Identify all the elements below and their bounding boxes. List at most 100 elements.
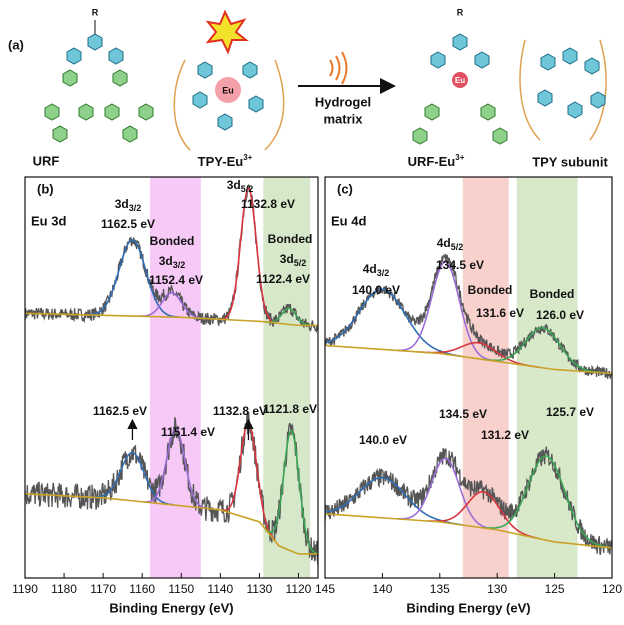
peak-label: 1152.4 eV [149,273,203,287]
ring [425,104,439,120]
peak-label: 125.7 eV [546,405,594,419]
ring [45,104,59,120]
ring [105,104,119,120]
ring [453,34,467,50]
x-axis-title: Binding Energy (eV) [406,600,530,615]
ring [568,102,582,118]
x-tick-label: 1160 [129,582,155,596]
eu-label: Eu [222,85,234,95]
scheme: (a) R URF Eu T [8,7,608,169]
arrow-label: Hydrogel [315,94,371,109]
x-tick-label: 145 [315,582,335,596]
x-tick-label: 120 [602,582,622,596]
ring [123,126,137,142]
annotation-text: 4d [363,262,377,276]
ring [139,104,153,120]
x-tick-label: 1150 [168,582,194,596]
peak-label: 1151.4 eV [161,425,215,439]
x-tick-label: 135 [430,582,450,596]
peak-label: 1132.8 eV [213,404,267,418]
highlight-band [463,177,509,578]
ring [109,48,123,64]
annotation-sub: 5/2 [241,184,254,194]
annotation-text: 4d [437,236,451,250]
annotation-sub: 3/2 [129,203,142,213]
annotation: 3d3/2 [115,197,142,213]
annotation: 4d3/2 [363,262,390,278]
annotation-sub: 5/2 [294,258,307,268]
x-tick-label: 130 [487,582,507,596]
caption-sup: 3+ [243,153,252,162]
ring [481,104,495,120]
annotation: Bonded [468,283,513,297]
tpy-eu-structure [174,12,283,150]
ring [67,48,81,64]
ring [88,34,102,50]
ring [475,52,489,68]
ring [218,114,232,130]
caption-sup: 3+ [455,153,464,162]
ring [249,96,263,112]
panel-label: (c) [337,181,353,196]
arrow-label: matrix [323,111,363,126]
caption: TPY subunit [532,154,608,169]
annotation: Bonded [268,232,313,246]
annotation: 4d5/2 [437,236,464,252]
highlight-band [517,177,578,578]
ring [53,126,67,142]
ring [493,128,507,144]
x-tick-label: 1140 [207,582,233,596]
x-axis-title: Binding Energy (eV) [109,600,233,615]
x-tick-label: 1180 [51,582,77,596]
peak-label: 1121.8 eV [263,402,317,416]
ring [113,70,127,86]
r-label: R [92,7,99,17]
ring [563,48,577,64]
peak-label: 131.6 eV [476,306,524,320]
annotation: Bonded [150,234,195,248]
ring [538,90,552,106]
caption-text: TPY-Eu [198,154,244,169]
ring [413,128,427,144]
annotation-text: 3d [227,178,241,192]
element-label: Eu 3d [31,213,66,228]
caption-text: URF-Eu [408,154,456,169]
annotation-sub: 5/2 [451,242,464,252]
peak-label: 131.2 eV [481,428,529,442]
tpy-subunit-structure [520,40,606,140]
x-tick-label: 125 [545,582,565,596]
x-tick-label: 1120 [286,582,312,596]
urf-structure [45,20,153,142]
annotation-text: 3d [280,252,294,266]
peak-label: 1122.4 eV [256,272,310,286]
ring [63,70,77,86]
hydrogel-chain [174,60,283,150]
panel-label: (a) [8,37,24,52]
annotation-sub: 3/2 [173,260,186,270]
ring [541,54,555,70]
caption: URF [33,153,60,168]
peak-label: 1162.5 eV [101,217,155,231]
peak-label: 134.5 eV [439,407,487,421]
r-label: R [457,7,464,17]
x-tick-label: 1130 [246,582,272,596]
peak-label: 126.0 eV [536,308,584,322]
annotation-text: 3d [115,197,129,211]
peak-label: 140.0 eV [359,433,407,447]
x-tick-label: 140 [372,582,392,596]
caption: URF-Eu3+ [408,153,465,169]
ring [591,92,605,108]
annotation-text: 3d [159,254,173,268]
burst [208,12,246,52]
ring [585,58,599,74]
caption: TPY-Eu3+ [198,153,253,169]
peak-label: 1132.8 eV [241,197,295,211]
annotation-sub: 3/2 [377,268,390,278]
x-tick-label: 1190 [12,582,38,596]
waves [330,52,347,84]
peak-label: 140.0 eV [352,283,400,297]
eu-label: Eu [455,76,465,85]
ring [79,104,93,120]
element-label: Eu 4d [331,213,366,228]
figure: (a) R URF Eu T [0,0,624,620]
